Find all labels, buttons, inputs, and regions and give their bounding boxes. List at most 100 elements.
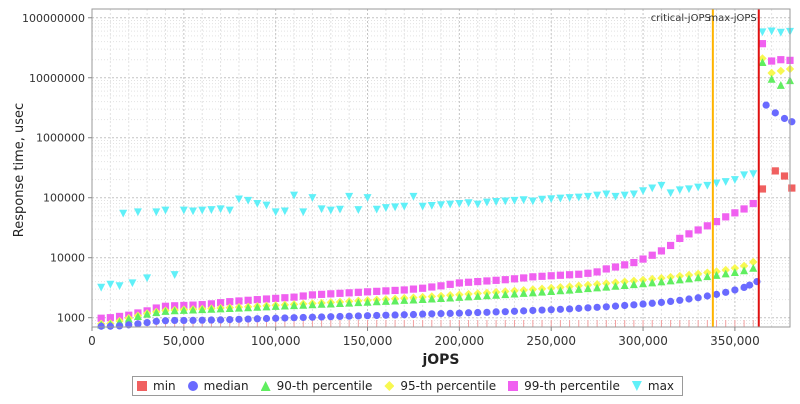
point-99-th-percentile [676,234,684,242]
data-points [96,27,796,330]
max-jops-label: max-jOPS [708,13,756,24]
point-90-th-percentile [234,303,243,312]
point-90-th-percentile [446,293,455,302]
point-99-th-percentile [253,296,261,304]
point-max [721,178,730,186]
point-median [299,313,307,322]
critical-jops-label: critical-jOPS [651,13,711,24]
point-99-th-percentile [308,291,317,299]
point-90-th-percentile [593,283,602,292]
point-max [749,170,758,179]
point-90-th-percentile [400,296,409,304]
point-99-th-percentile [621,261,629,269]
point-max [198,206,207,215]
point-90-th-percentile [740,266,749,275]
point-max [381,204,390,212]
point-99-th-percentile [501,276,509,284]
legend-swatch-max [631,381,642,391]
x-tick-label: 250,000 [526,334,576,348]
point-max [446,200,455,209]
point-90-th-percentile [501,290,510,299]
point-max [290,191,299,200]
point-median [722,288,730,296]
point-90-th-percentile [381,297,390,305]
point-median [97,322,105,330]
point-median [400,311,408,319]
legend-label-95th: 95-th percentile [400,379,497,393]
point-90-th-percentile [776,81,785,89]
point-median [180,316,188,325]
point-90-th-percentile [492,290,501,299]
point-90-th-percentile [363,297,372,306]
point-99-th-percentile [657,247,666,255]
point-90-th-percentile [684,274,693,283]
y-axis-title: Response time, usec [12,103,27,237]
legend-swatch-median [187,381,198,391]
point-median [171,316,179,325]
point-max [629,190,638,199]
point-90-th-percentile [703,272,712,281]
point-95-th-percentile [749,257,758,267]
point-max [253,199,262,208]
point-median [318,313,326,321]
point-median [575,304,583,312]
point-max [143,274,152,283]
point-median [538,306,546,314]
point-90-th-percentile [620,281,629,289]
point-99-th-percentile [345,289,353,297]
point-99-th-percentile [400,286,408,294]
point-median [593,303,601,311]
point-median [667,297,675,306]
point-95-th-percentile [739,261,749,271]
point-max [170,271,179,279]
x-tick-label: 0 [88,334,96,348]
point-median [354,312,362,320]
point-90-th-percentile [253,302,262,311]
point-median [235,315,243,323]
point-max [133,208,142,217]
point-median [630,301,638,309]
point-90-th-percentile [749,263,758,272]
point-median [762,101,770,109]
point-max [666,189,675,198]
point-max [400,202,409,211]
point-99-th-percentile [318,290,326,298]
point-max [758,28,767,37]
point-median [740,283,748,292]
x-tick-label: 350,000 [710,334,760,348]
point-90-th-percentile [565,285,574,294]
point-99-th-percentile [510,275,519,283]
legend-item-max: max [631,379,674,393]
point-max [583,192,592,201]
point-99-th-percentile [262,295,271,303]
point-max [482,198,491,207]
point-99-th-percentile [437,282,445,290]
point-99-th-percentile [171,302,179,310]
point-90-th-percentile [694,273,703,282]
x-tick-label: 50,000 [163,334,205,348]
legend-item-95th: 95-th percentile [384,379,496,393]
point-99-th-percentile [694,226,702,234]
point-median [115,322,124,330]
point-median [281,314,289,322]
point-median [731,286,739,294]
point-90-th-percentile [473,292,482,300]
point-max [391,203,400,212]
point-max [161,206,170,215]
point-max [427,201,436,210]
point-max [152,208,161,217]
point-median [492,308,500,316]
point-median [446,309,454,317]
point-max [528,197,537,206]
y-tick-label: 10000 [50,252,85,265]
point-90-th-percentile [299,300,308,309]
point-median [409,310,418,319]
point-99-th-percentile [520,274,528,282]
point-90-th-percentile [133,312,142,321]
legend-item-99th: 99-th percentile [508,379,620,393]
point-99-th-percentile [354,288,362,296]
point-median [510,307,519,315]
point-median [565,305,574,313]
